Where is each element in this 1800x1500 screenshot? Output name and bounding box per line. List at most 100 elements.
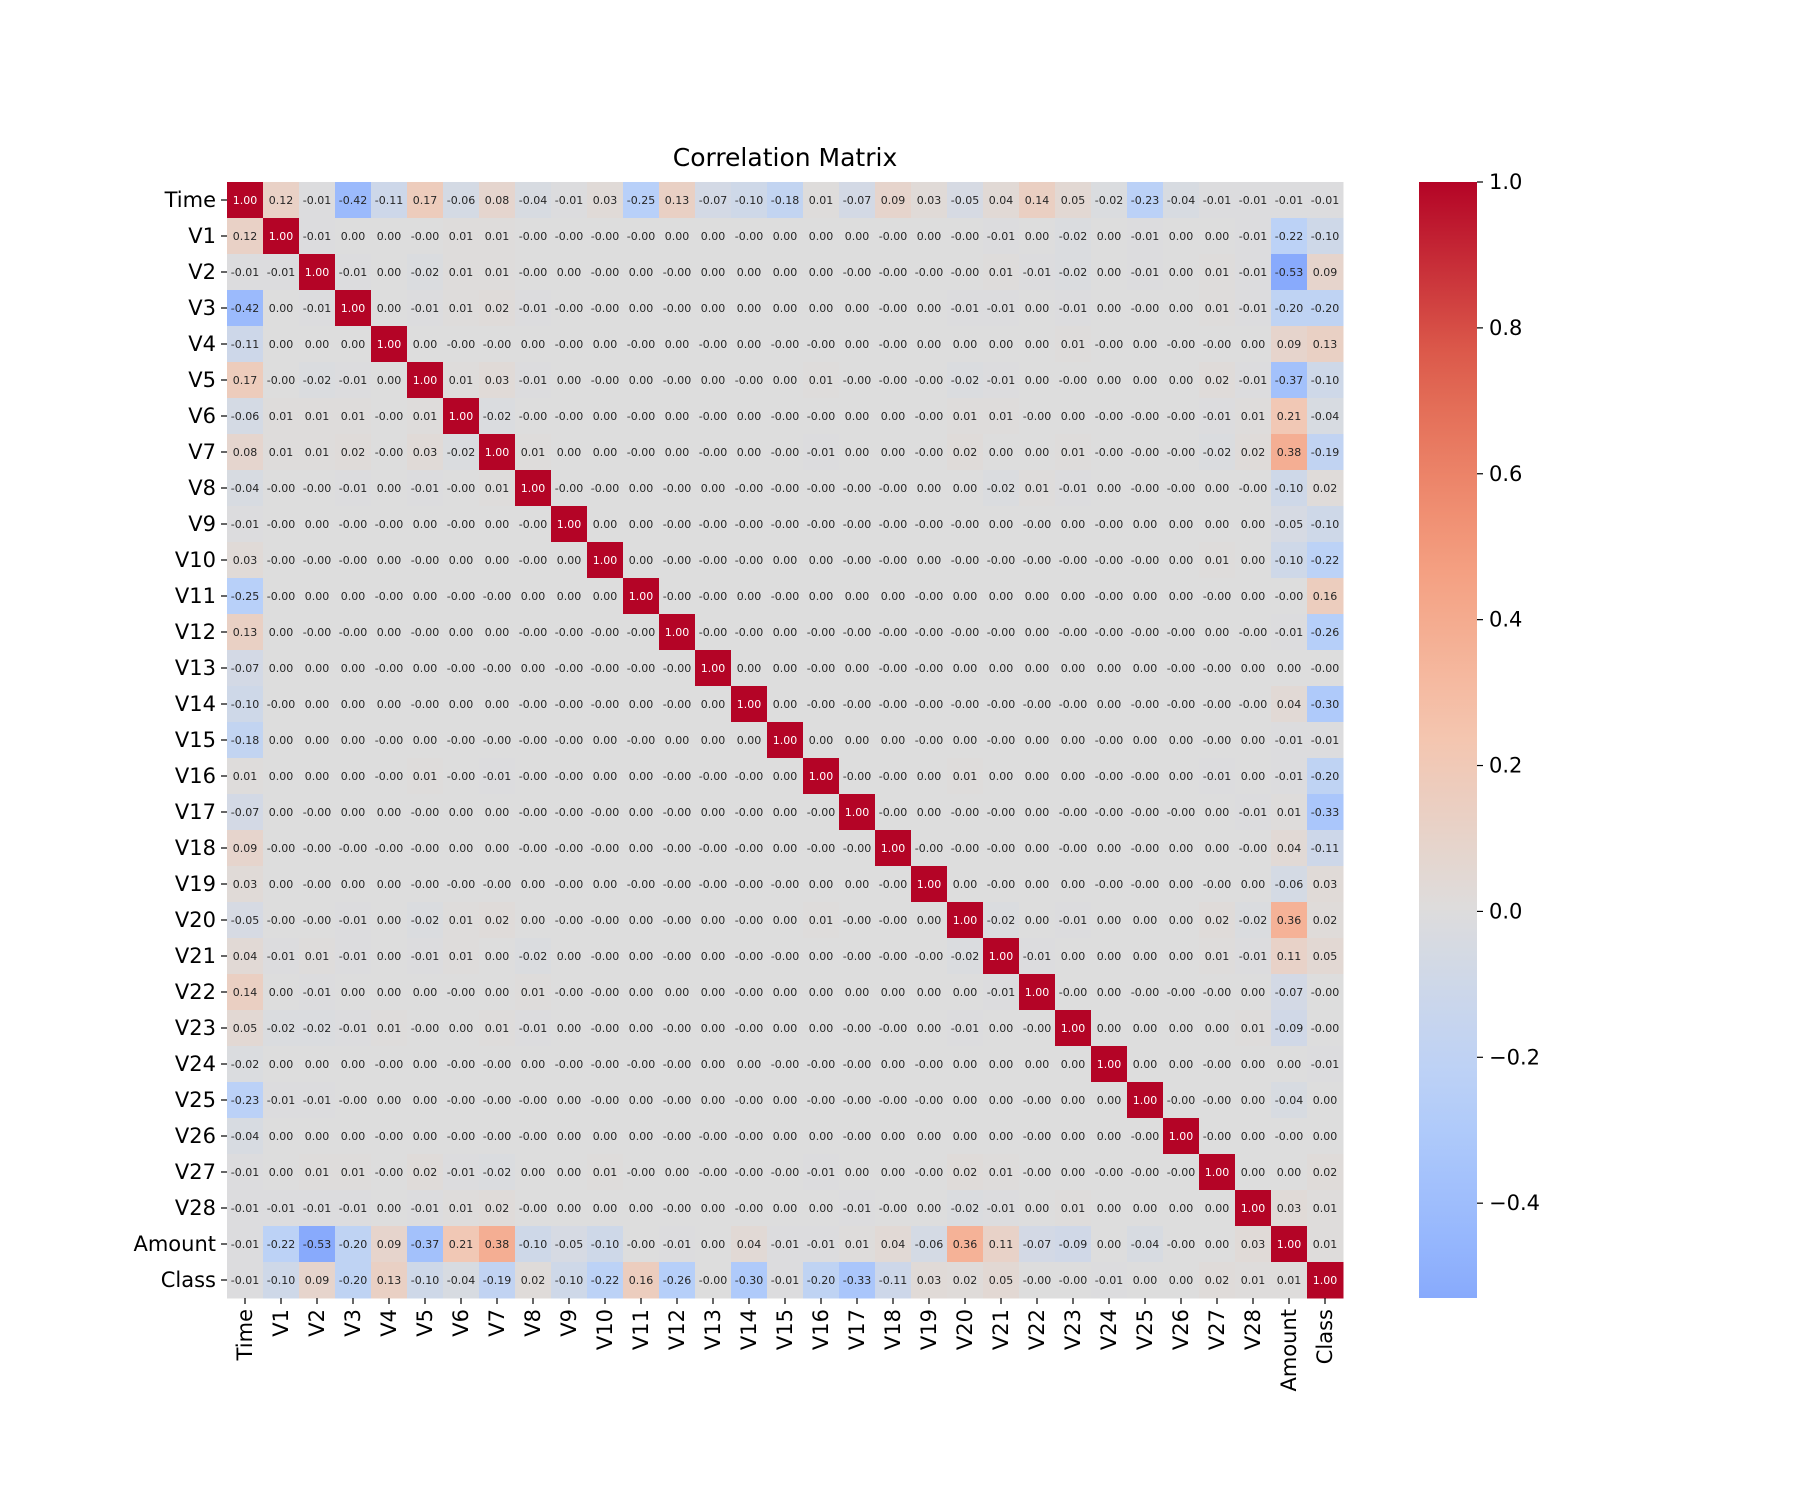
cell-value-label: 0.11 bbox=[1277, 950, 1302, 963]
heatmap-cell bbox=[803, 902, 840, 939]
heatmap-cell bbox=[371, 686, 408, 723]
y-tick-label: V27 bbox=[175, 1160, 216, 1184]
heatmap-cell bbox=[767, 830, 804, 867]
cell-value-label: 0.00 bbox=[1097, 698, 1122, 711]
heatmap-cell bbox=[551, 1046, 588, 1083]
cell-value-label: 0.02 bbox=[1205, 374, 1230, 387]
cell-value-label: 0.09 bbox=[1313, 266, 1338, 279]
cell-value-label: -0.00 bbox=[483, 878, 511, 891]
heatmap-cell bbox=[947, 1262, 984, 1299]
cell-value-label: 0.38 bbox=[485, 1238, 510, 1251]
heatmap-cell bbox=[1091, 1046, 1128, 1083]
heatmap-cell bbox=[623, 614, 660, 651]
heatmap-cell bbox=[803, 1262, 840, 1299]
cell-value-label: 0.00 bbox=[665, 410, 690, 423]
cell-value-label: 0.00 bbox=[845, 878, 870, 891]
heatmap-cell bbox=[659, 938, 696, 975]
heatmap-cell bbox=[587, 254, 624, 291]
heatmap-cell bbox=[1127, 758, 1164, 795]
heatmap-cell bbox=[983, 1226, 1020, 1263]
heatmap-cell bbox=[983, 686, 1020, 723]
cell-value-label: -0.00 bbox=[699, 770, 727, 783]
cell-value-label: -0.25 bbox=[627, 194, 655, 207]
heatmap-cell bbox=[407, 506, 444, 543]
heatmap-cell bbox=[803, 686, 840, 723]
heatmap-cell bbox=[227, 326, 264, 363]
cell-value-label: -0.00 bbox=[1095, 770, 1123, 783]
cell-value-label: -0.42 bbox=[231, 302, 259, 315]
heatmap-cell bbox=[659, 974, 696, 1011]
heatmap-cell bbox=[479, 614, 516, 651]
heatmap-cell bbox=[875, 1118, 912, 1155]
cell-value-label: -0.01 bbox=[1023, 266, 1051, 279]
cell-value-label: -0.01 bbox=[231, 1166, 259, 1179]
heatmap-cell bbox=[659, 542, 696, 579]
heatmap-cell bbox=[767, 182, 804, 219]
cell-value-label: 0.01 bbox=[1205, 302, 1230, 315]
heatmap-cell bbox=[947, 434, 984, 471]
heatmap-cell bbox=[227, 1154, 264, 1191]
cell-value-label: 0.00 bbox=[269, 770, 294, 783]
cell-value-label: 0.00 bbox=[773, 230, 798, 243]
heatmap-cell bbox=[299, 1154, 336, 1191]
cell-value-label: -0.33 bbox=[843, 1274, 871, 1287]
cell-value-label: -0.00 bbox=[483, 1058, 511, 1071]
cell-value-label: 0.00 bbox=[1241, 518, 1266, 531]
cell-value-label: -0.00 bbox=[1311, 1022, 1339, 1035]
cell-value-label: -0.00 bbox=[1095, 806, 1123, 819]
heatmap-cell bbox=[263, 686, 300, 723]
cell-value-label: -0.00 bbox=[519, 1094, 547, 1107]
cell-value-label: -0.00 bbox=[519, 626, 547, 639]
heatmap-cell bbox=[1307, 326, 1344, 363]
heatmap-cell bbox=[1199, 614, 1236, 651]
cell-value-label: 0.00 bbox=[881, 1130, 906, 1143]
heatmap-cell bbox=[983, 650, 1020, 687]
cell-value-label: -0.00 bbox=[339, 1094, 367, 1107]
cell-value-label: 0.04 bbox=[1277, 698, 1302, 711]
cell-value-label: 1.00 bbox=[737, 698, 762, 711]
cell-value-label: 0.00 bbox=[1097, 1202, 1122, 1215]
heatmap-cell bbox=[875, 1226, 912, 1263]
cell-value-label: -0.00 bbox=[663, 878, 691, 891]
cell-value-label: 0.00 bbox=[593, 1202, 618, 1215]
cell-value-label: -0.00 bbox=[735, 986, 763, 999]
heatmap-cell bbox=[299, 326, 336, 363]
heatmap-cell bbox=[911, 1046, 948, 1083]
heatmap-cell bbox=[911, 506, 948, 543]
cell-value-label: 0.00 bbox=[341, 878, 366, 891]
heatmap-cell bbox=[1019, 542, 1056, 579]
cell-value-label: 0.01 bbox=[377, 1022, 402, 1035]
heatmap-cell bbox=[767, 1262, 804, 1299]
heatmap-cell bbox=[911, 1010, 948, 1047]
heatmap-cell bbox=[1235, 1010, 1272, 1047]
cell-value-label: 0.00 bbox=[413, 590, 438, 603]
cell-value-label: 0.00 bbox=[773, 698, 798, 711]
heatmap-cell bbox=[263, 254, 300, 291]
heatmap-cell bbox=[731, 1010, 768, 1047]
heatmap-cell bbox=[1055, 1190, 1092, 1227]
cell-value-label: -0.00 bbox=[879, 266, 907, 279]
heatmap-cell bbox=[1055, 614, 1092, 651]
cell-value-label: -0.00 bbox=[879, 806, 907, 819]
heatmap-cell bbox=[803, 1154, 840, 1191]
cell-value-label: -0.01 bbox=[1275, 770, 1303, 783]
heatmap-cell bbox=[695, 182, 732, 219]
cell-value-label: -0.04 bbox=[519, 194, 547, 207]
heatmap-cell bbox=[335, 974, 372, 1011]
heatmap-cell bbox=[551, 578, 588, 615]
heatmap-cell bbox=[335, 1226, 372, 1263]
cell-value-label: -0.00 bbox=[663, 554, 691, 567]
heatmap-cell bbox=[443, 650, 480, 687]
cell-value-label: 0.00 bbox=[1169, 302, 1194, 315]
heatmap-cell bbox=[407, 1046, 444, 1083]
cell-value-label: -0.22 bbox=[1275, 230, 1303, 243]
heatmap-cell bbox=[695, 362, 732, 399]
heatmap-cell bbox=[839, 1262, 876, 1299]
cell-value-label: 0.00 bbox=[701, 1238, 726, 1251]
cell-value-label: 0.04 bbox=[1277, 842, 1302, 855]
heatmap-cell bbox=[875, 650, 912, 687]
heatmap-cell bbox=[371, 398, 408, 435]
heatmap-cell bbox=[263, 1046, 300, 1083]
cell-value-label: -0.00 bbox=[1131, 986, 1159, 999]
cell-value-label: 0.00 bbox=[593, 590, 618, 603]
